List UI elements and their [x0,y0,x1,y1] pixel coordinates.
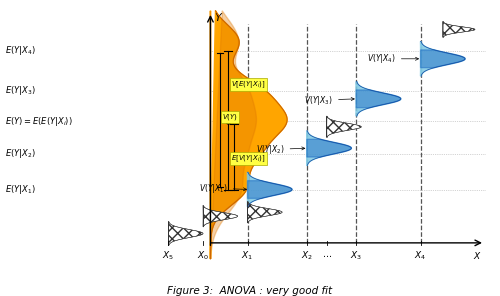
Text: $E(Y|X_4)$: $E(Y|X_4)$ [5,44,36,57]
Polygon shape [420,50,465,68]
Text: $V(Y)$: $V(Y)$ [222,112,238,122]
Text: $X_5$: $X_5$ [162,250,174,262]
Polygon shape [168,221,203,246]
Text: Figure 3:  ANOVA : very good fit: Figure 3: ANOVA : very good fit [168,286,332,295]
Text: $V(Y|X_4)$: $V(Y|X_4)$ [367,52,418,65]
Polygon shape [307,131,352,165]
Text: $E(Y) = E(E(Y|X_i))$: $E(Y) = E(E(Y|X_i))$ [5,115,73,128]
Text: $X_2$: $X_2$ [301,250,313,262]
Text: $X_3$: $X_3$ [350,250,362,262]
Polygon shape [307,139,352,157]
Text: $V[E(Y|X_i)]$: $V[E(Y|X_i)]$ [231,79,266,90]
Polygon shape [356,90,401,108]
Polygon shape [420,41,465,76]
Polygon shape [443,21,475,38]
Polygon shape [326,116,362,138]
Polygon shape [203,205,237,227]
Polygon shape [210,11,287,259]
Text: $E(Y|X_3)$: $E(Y|X_3)$ [5,84,36,97]
Polygon shape [356,81,401,116]
Text: $X_0$: $X_0$ [197,250,209,262]
Text: $E(Y|X_2)$: $E(Y|X_2)$ [5,147,36,160]
Text: $V(Y|X_3)$: $V(Y|X_3)$ [304,94,354,107]
Text: $X_1$: $X_1$ [242,250,254,262]
Text: Y: Y [214,13,221,23]
Text: $X$: $X$ [473,250,482,260]
Polygon shape [210,11,256,259]
Text: $E(Y|X_1)$: $E(Y|X_1)$ [5,183,36,196]
Text: $E[V(Y|X_i)]$: $E[V(Y|X_i)]$ [231,153,266,164]
Polygon shape [248,181,292,198]
Polygon shape [248,172,292,207]
Text: $V(Y|X_1)$: $V(Y|X_1)$ [199,182,246,195]
Text: $\cdots$: $\cdots$ [322,250,332,258]
Text: $X_4$: $X_4$ [414,250,426,262]
Text: $V(Y|X_2)$: $V(Y|X_2)$ [256,143,305,156]
Polygon shape [248,202,282,223]
